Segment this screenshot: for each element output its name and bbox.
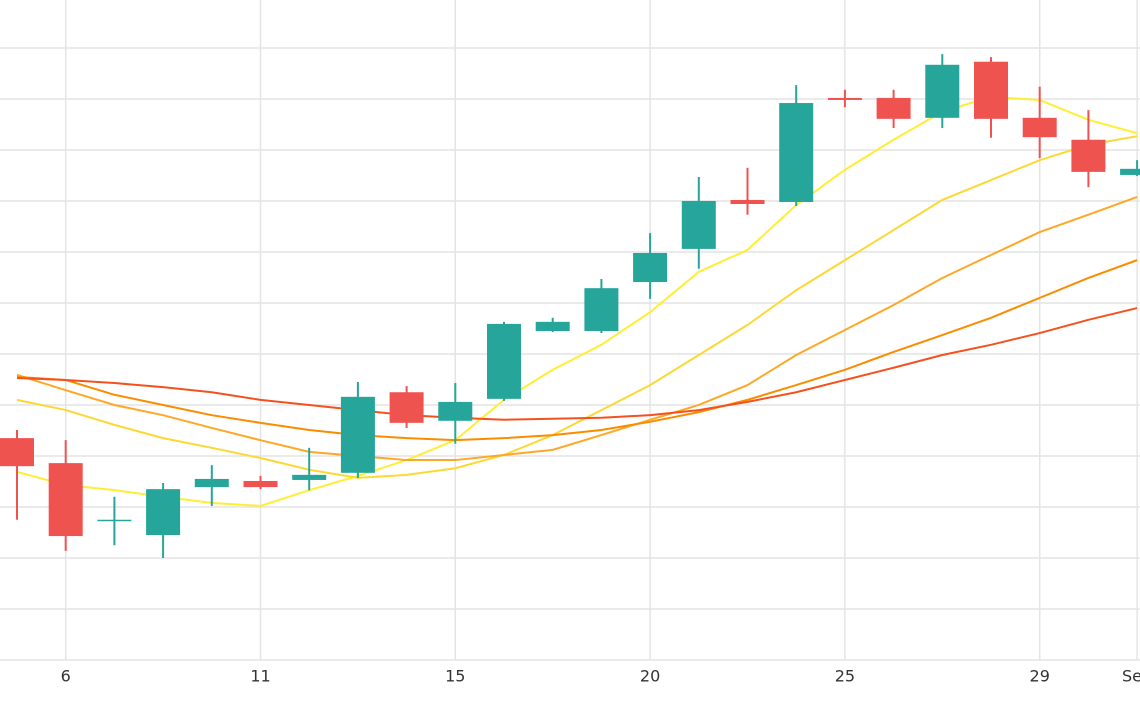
candle-body	[1071, 139, 1106, 172]
candle-body	[340, 396, 375, 473]
ma-line	[16, 259, 1138, 442]
x-tick-label: Sep	[1122, 667, 1140, 686]
ma-line	[16, 195, 1138, 462]
candle-body	[779, 103, 814, 202]
candle-body	[1120, 168, 1140, 175]
candle-body	[389, 392, 424, 423]
candle-body	[681, 200, 716, 249]
candle-body	[876, 97, 911, 119]
candle-body	[292, 474, 327, 480]
x-tick-label: 29	[1030, 667, 1050, 686]
x-tick-label: 15	[445, 667, 465, 686]
candle-body	[1022, 117, 1057, 138]
candle-body	[194, 478, 229, 488]
candle-body	[438, 401, 473, 421]
candle-body	[633, 252, 668, 283]
candle-body	[97, 519, 132, 522]
x-tick-label: 11	[250, 667, 270, 686]
candle-body	[974, 61, 1008, 119]
ma-line	[16, 307, 1138, 421]
candle-body	[48, 463, 83, 537]
x-tick-label: 25	[835, 667, 855, 686]
ma-line	[16, 135, 1138, 479]
candle-body	[243, 480, 278, 488]
candle-body	[925, 64, 960, 118]
candle-body	[827, 97, 862, 100]
candle-body	[0, 438, 34, 467]
candle-body	[487, 323, 521, 399]
candle-body	[730, 199, 765, 205]
candle-body	[146, 489, 181, 536]
x-tick-label: 20	[640, 667, 660, 686]
candle-body	[584, 288, 619, 332]
ma-line	[16, 95, 1138, 507]
x-tick-label: 6	[61, 667, 71, 686]
candle-body	[535, 321, 570, 332]
